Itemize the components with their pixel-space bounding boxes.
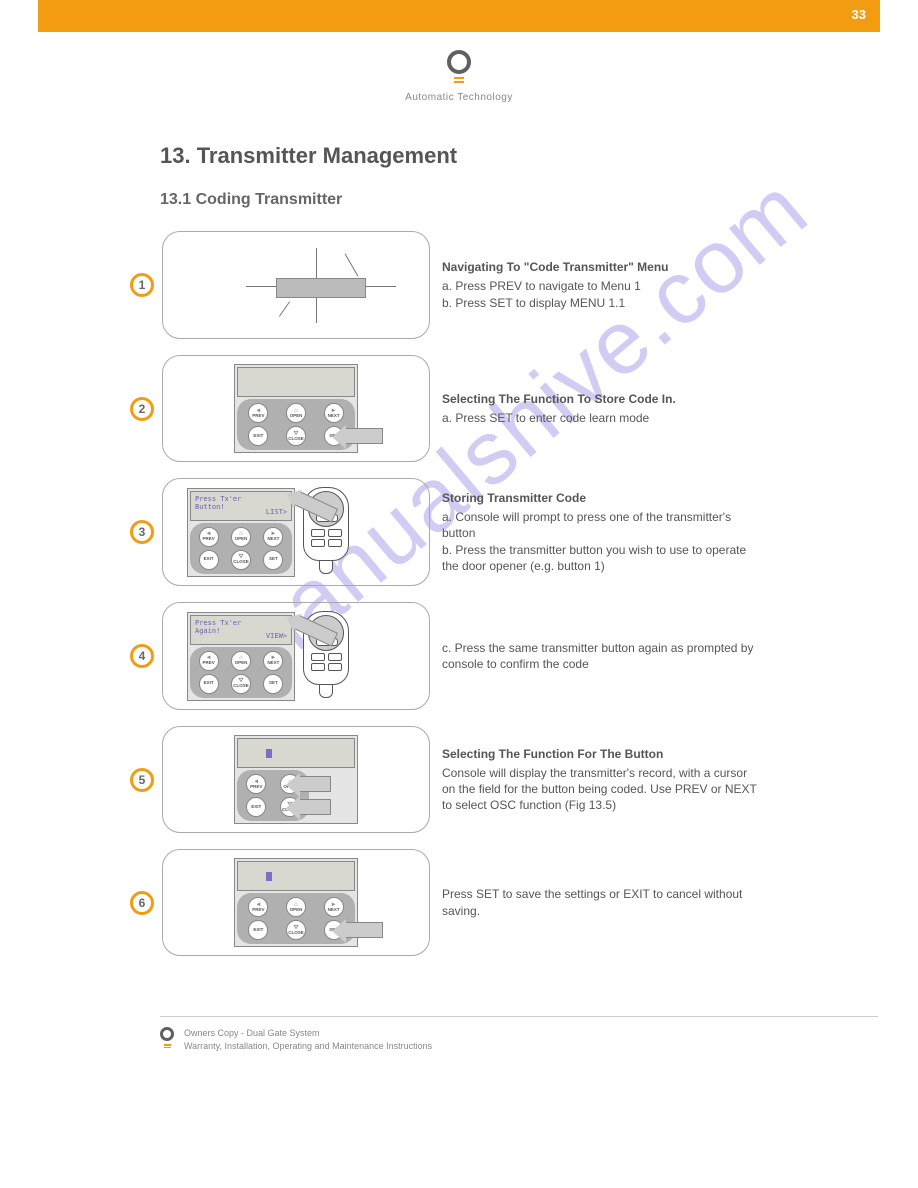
next-button[interactable]: ►NEXT — [263, 651, 283, 671]
step-text: c. Press the same transmitter button aga… — [430, 640, 758, 672]
footer-title: Owners Copy - Dual Gate System — [184, 1027, 432, 1040]
step-row: 3 Press Tx'er Button! LIST> ◄PREV ⌂OPEN … — [130, 478, 758, 586]
menu-diagram — [196, 240, 396, 330]
keypad-panel: ◄PREV ⌂OPEN EXIT ⛛CLOSE — [234, 735, 358, 824]
keypad-panel: Press Tx'er Button! LIST> ◄PREV ⌂OPEN ►N… — [187, 488, 295, 577]
pointer-arrow-icon — [343, 922, 383, 938]
logo-block: Automatic Technology — [0, 50, 918, 103]
page-number: 33 — [852, 7, 866, 22]
step-text: Selecting The Function For The Button Co… — [430, 746, 758, 814]
footer-logo-icon — [160, 1027, 174, 1049]
set-button[interactable]: SET — [263, 550, 283, 570]
lcd-screen: Press Tx'er Button! LIST> — [190, 491, 292, 521]
footer: Owners Copy - Dual Gate System Warranty,… — [160, 1016, 878, 1052]
step-row: 1 Navigating To "Code Transmitter" Menu … — [130, 231, 758, 339]
remote-transmitter — [303, 487, 349, 577]
lcd-screen — [237, 861, 355, 891]
keypad-panel: ◄PREV ⌂OPEN ►NEXT EXIT ⛛CLOSE SET — [234, 364, 358, 453]
exit-button[interactable]: EXIT — [199, 550, 219, 570]
step-row: 5 ◄PREV ⌂OPEN EXIT ⛛CLOSE Selecting The … — [130, 726, 758, 833]
prev-button[interactable]: ◄PREV — [199, 651, 219, 671]
brand-name: Automatic Technology — [0, 92, 918, 103]
set-button[interactable]: SET — [263, 674, 283, 694]
step-card: Press Tx'er Again! VIEW> ◄PREV ⌂OPEN ►NE… — [162, 602, 430, 710]
lcd-screen — [237, 738, 355, 768]
next-button[interactable]: ►NEXT — [263, 527, 283, 547]
keypad-panel: ◄PREV ⌂OPEN ►NEXT EXIT ⛛CLOSE SET — [234, 858, 358, 947]
keypad-panel: Press Tx'er Again! VIEW> ◄PREV ⌂OPEN ►NE… — [187, 612, 295, 701]
step-number: 5 — [130, 768, 154, 792]
open-button[interactable]: ⌂OPEN — [231, 527, 251, 547]
next-button[interactable]: ►NEXT — [324, 897, 344, 917]
step-text: Navigating To "Code Transmitter" Menu a.… — [430, 259, 758, 311]
pointer-arrow-icon — [297, 799, 331, 815]
step-row: 6 ◄PREV ⌂OPEN ►NEXT EXIT ⛛CLOSE SET Pres… — [130, 849, 758, 956]
exit-button[interactable]: EXIT — [248, 920, 268, 940]
prev-button[interactable]: ◄PREV — [248, 403, 268, 423]
prev-button[interactable]: ◄PREV — [199, 527, 219, 547]
prev-button[interactable]: ◄PREV — [248, 897, 268, 917]
step-number: 1 — [130, 273, 154, 297]
exit-button[interactable]: EXIT — [199, 674, 219, 694]
page-title: 13. Transmitter Management — [160, 143, 758, 169]
step-text: Press SET to save the settings or EXIT t… — [430, 886, 758, 918]
step-text: Storing Transmitter Code a. Console will… — [430, 490, 758, 574]
close-button[interactable]: ⛛CLOSE — [231, 674, 251, 694]
step-card: ◄PREV ⌂OPEN ►NEXT EXIT ⛛CLOSE SET — [162, 849, 430, 956]
open-button[interactable]: ⌂OPEN — [286, 403, 306, 423]
exit-button[interactable]: EXIT — [248, 426, 268, 446]
header-bar: 33 — [38, 0, 880, 32]
next-button[interactable]: ►NEXT — [324, 403, 344, 423]
exit-button[interactable]: EXIT — [246, 797, 266, 817]
step-card: ◄PREV ⌂OPEN ►NEXT EXIT ⛛CLOSE SET — [162, 355, 430, 462]
step-number: 6 — [130, 891, 154, 915]
pointer-arrow-icon — [343, 428, 383, 444]
step-text: Selecting The Function To Store Code In.… — [430, 391, 758, 426]
pointer-arrow-icon — [297, 776, 331, 792]
footer-subtitle: Warranty, Installation, Operating and Ma… — [184, 1040, 432, 1053]
close-button[interactable]: ⛛CLOSE — [231, 550, 251, 570]
prev-button[interactable]: ◄PREV — [246, 774, 266, 794]
logo-icon — [447, 50, 471, 74]
step-number: 4 — [130, 644, 154, 668]
close-button[interactable]: ⛛CLOSE — [286, 426, 306, 446]
open-button[interactable]: ⌂OPEN — [231, 651, 251, 671]
lcd-screen — [237, 367, 355, 397]
step-number: 2 — [130, 397, 154, 421]
step-card: Press Tx'er Button! LIST> ◄PREV ⌂OPEN ►N… — [162, 478, 430, 586]
section-title: 13.1 Coding Transmitter — [160, 191, 758, 209]
remote-transmitter — [303, 611, 349, 701]
step-number: 3 — [130, 520, 154, 544]
close-button[interactable]: ⛛CLOSE — [286, 920, 306, 940]
step-card — [162, 231, 430, 339]
step-row: 2 ◄PREV ⌂OPEN ►NEXT EXIT ⛛CLOSE SET Sele… — [130, 355, 758, 462]
open-button[interactable]: ⌂OPEN — [286, 897, 306, 917]
lcd-screen: Press Tx'er Again! VIEW> — [190, 615, 292, 645]
step-card: ◄PREV ⌂OPEN EXIT ⛛CLOSE — [162, 726, 430, 833]
step-row: 4 Press Tx'er Again! VIEW> ◄PREV ⌂OPEN ►… — [130, 602, 758, 710]
